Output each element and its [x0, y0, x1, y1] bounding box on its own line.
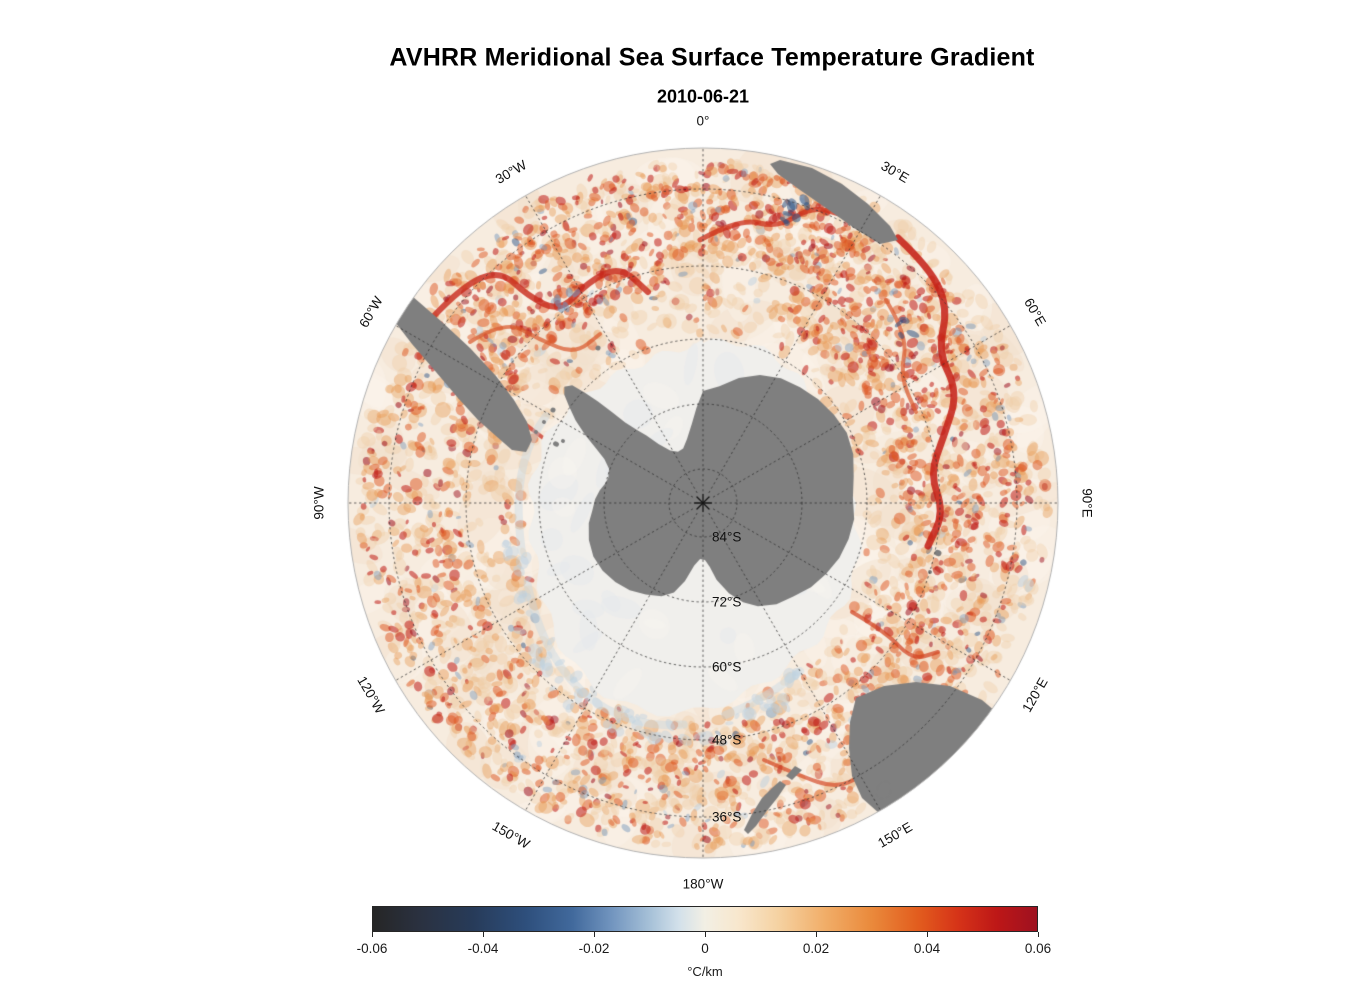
- polar-map-canvas: [328, 128, 1078, 878]
- colorbar-tick: [594, 932, 595, 937]
- lat-label-84s: 84°S: [712, 529, 742, 545]
- colorbar-tick: [705, 932, 706, 937]
- colorbar-tick-label: 0.06: [1024, 941, 1052, 956]
- lon-label-90e: 90°E: [1079, 488, 1095, 518]
- colorbar-units-label: °C/km: [687, 964, 723, 979]
- colorbar: [372, 906, 1038, 932]
- lon-label-90w: 90°W: [311, 486, 327, 520]
- colorbar-tick: [816, 932, 817, 937]
- lat-label-36s: 36°S: [712, 809, 742, 825]
- lat-label-48s: 48°S: [712, 732, 742, 748]
- colorbar-tick: [483, 932, 484, 937]
- lon-label-180w: 180°W: [682, 876, 724, 892]
- lat-label-72s: 72°S: [712, 594, 742, 610]
- colorbar-tick: [927, 932, 928, 937]
- lon-label-0: 0°: [696, 113, 710, 129]
- figure-date-subtitle: 2010-06-21: [656, 86, 750, 107]
- figure-title: AVHRR Meridional Sea Surface Temperature…: [389, 43, 1035, 72]
- colorbar-tick-label: 0.04: [913, 941, 941, 956]
- colorbar-tick-label: -0.06: [356, 941, 388, 956]
- colorbar-tick-label: 0: [701, 941, 709, 956]
- colorbar-tick: [372, 932, 373, 937]
- lat-label-60s: 60°S: [712, 659, 742, 675]
- colorbar-tick-label: -0.04: [467, 941, 499, 956]
- colorbar-tick: [1038, 932, 1039, 937]
- colorbar-tick-label: 0.02: [802, 941, 830, 956]
- colorbar-tick-label: -0.02: [578, 941, 610, 956]
